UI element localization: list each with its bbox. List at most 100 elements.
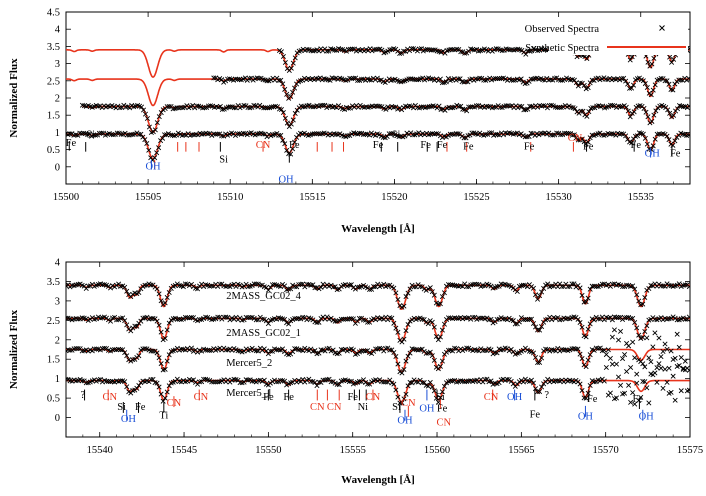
observed-point xyxy=(483,131,489,137)
observed-point xyxy=(146,124,152,130)
observed-point xyxy=(310,282,316,288)
observed-point xyxy=(527,103,533,109)
observed-point xyxy=(597,345,603,351)
observed-point xyxy=(290,349,296,355)
observed-point xyxy=(503,103,509,109)
observed-point xyxy=(488,347,494,353)
observed-point xyxy=(514,288,520,294)
observed-point xyxy=(403,391,409,397)
observed-point xyxy=(166,103,172,110)
observed-point xyxy=(504,376,510,382)
observed-point xyxy=(431,357,437,363)
observed-point xyxy=(284,147,290,153)
observed-point xyxy=(550,132,556,138)
observed-point xyxy=(460,106,466,112)
observed-spectrum xyxy=(66,130,690,163)
observed-point xyxy=(399,400,405,406)
observed-point xyxy=(217,103,223,109)
observed-point xyxy=(628,364,634,370)
observed-point xyxy=(628,316,634,322)
observed-point xyxy=(526,316,532,322)
y-axis-label: Normalized Flux xyxy=(8,58,20,138)
star-label: 2MASS_GC02_4 xyxy=(226,291,301,302)
observed-point xyxy=(373,103,379,109)
observed-point xyxy=(263,285,269,291)
line-annotation: Fe xyxy=(263,392,274,403)
observed-point xyxy=(346,316,352,322)
observed-point xyxy=(624,369,630,375)
observed-point xyxy=(493,46,499,52)
observed-point xyxy=(613,395,619,401)
observed-point xyxy=(541,103,547,109)
observed-point xyxy=(622,390,628,396)
observed-point xyxy=(532,386,539,392)
observed-point xyxy=(428,47,434,53)
observed-point xyxy=(174,316,180,322)
y-tick-label: 2 xyxy=(55,94,60,105)
observed-point xyxy=(118,131,124,137)
observed-point xyxy=(114,130,120,136)
observed-point xyxy=(686,284,690,290)
observed-point xyxy=(399,339,405,345)
observed-point xyxy=(158,391,164,397)
observed-point xyxy=(577,319,583,326)
observed-point xyxy=(148,315,154,322)
observed-point xyxy=(682,282,688,288)
observed-point xyxy=(354,284,360,290)
observed-point xyxy=(530,320,537,326)
observed-point xyxy=(99,282,105,288)
observed-point xyxy=(480,283,486,289)
observed-point xyxy=(435,399,441,405)
observed-point xyxy=(532,324,539,330)
y-tick-label: 1.5 xyxy=(47,355,60,366)
observed-point xyxy=(620,284,626,290)
observed-point xyxy=(651,112,657,118)
observed-point xyxy=(255,377,261,384)
observed-point xyxy=(381,379,387,385)
observed-point xyxy=(455,76,461,82)
observed-point xyxy=(290,117,296,123)
observed-point xyxy=(615,337,622,343)
observed-point xyxy=(500,316,506,322)
observed-point xyxy=(213,379,219,385)
observed-point xyxy=(146,147,152,153)
legend: Observed Spectra Synthetic Spectra xyxy=(525,17,688,55)
observed-point xyxy=(408,46,415,52)
x-tick-label: 15500 xyxy=(53,192,79,203)
line-annotation: Fe xyxy=(583,142,594,153)
observed-point xyxy=(439,327,445,333)
observed-point xyxy=(603,364,609,370)
observed-point xyxy=(622,352,628,358)
observed-point xyxy=(642,379,648,385)
observed-point xyxy=(561,347,567,353)
y-tick-label: 3 xyxy=(55,296,60,307)
observed-point xyxy=(152,155,158,161)
observed-point xyxy=(645,114,651,120)
observed-point xyxy=(516,319,522,325)
observed-point xyxy=(640,78,646,84)
observed-point xyxy=(103,378,109,384)
observed-point xyxy=(568,104,574,110)
observed-point xyxy=(624,315,630,321)
observed-point xyxy=(569,281,575,287)
observed-point xyxy=(105,378,112,384)
observed-point xyxy=(642,135,648,141)
observed-point xyxy=(188,314,194,320)
x-tick-label: 15510 xyxy=(217,192,243,203)
observed-point xyxy=(491,104,497,110)
observed-point xyxy=(652,330,658,336)
observed-point xyxy=(680,104,686,110)
observed-point xyxy=(292,315,298,322)
observed-point xyxy=(522,134,528,140)
observed-point xyxy=(371,47,377,53)
line-annotation: Fe xyxy=(373,140,384,151)
observed-point xyxy=(158,298,164,304)
observed-point xyxy=(292,346,298,352)
line-annotation: Fe xyxy=(631,140,642,151)
observed-point xyxy=(541,47,547,53)
observed-point xyxy=(255,348,261,354)
observed-point xyxy=(402,133,408,139)
observed-point xyxy=(311,131,317,137)
observed-point xyxy=(136,289,142,296)
y-tick-label: 0 xyxy=(55,413,60,424)
